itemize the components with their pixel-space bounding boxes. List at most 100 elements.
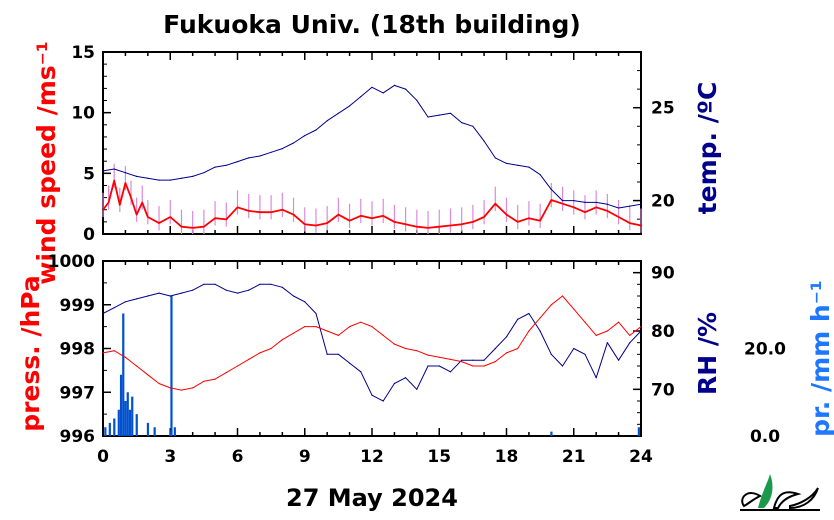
humidity-line-point: [528, 312, 530, 315]
wind-speed-line-point: [180, 226, 183, 228]
top-left-tick-label: 0: [83, 225, 95, 245]
pressure-line-point: [573, 308, 575, 310]
pressure-line-point: [584, 321, 586, 323]
precip-bar: [122, 313, 125, 436]
temperature-line-point: [539, 174, 541, 176]
pressure-line-point: [505, 352, 508, 354]
temperature-line-point: [192, 175, 194, 177]
wind-speed-line-point: [337, 214, 339, 216]
wind-speed-line-point: [517, 221, 519, 223]
temperature-line-point: [449, 112, 452, 114]
temperature-line-point: [259, 155, 261, 157]
pressure-line-point: [236, 365, 239, 367]
temperature-line-point: [236, 161, 239, 163]
pressure-line-point: [483, 365, 485, 367]
humidity-line-point: [349, 362, 351, 364]
bottom-right-tick-label: 70: [651, 380, 675, 400]
humidity-line-point: [618, 359, 620, 361]
top-left-tick-label: 10: [71, 104, 95, 124]
wind-speed-line-point: [136, 214, 138, 216]
humidity-line-point: [573, 347, 575, 350]
pressure-line-point: [393, 343, 395, 345]
temperature-line-point: [528, 166, 530, 168]
wind-speed-line-point: [449, 224, 452, 227]
temperature-line-point: [629, 205, 631, 207]
precip-tick-label: 0.0: [750, 427, 780, 447]
humidity-line-point: [483, 359, 485, 361]
humidity-line-point: [505, 336, 508, 338]
temperature-line-point: [214, 166, 216, 168]
humidity-line-point: [405, 377, 407, 379]
temperature-line-point: [382, 92, 384, 94]
temperature-line-point: [393, 84, 395, 86]
wind-speed-line-point: [270, 211, 272, 213]
humidity-line-point: [472, 359, 474, 361]
temperature-line-point: [427, 116, 429, 118]
humidity-line-point: [337, 353, 339, 355]
wind-speed-line-point: [438, 226, 440, 228]
temperature-line-point: [595, 201, 597, 203]
pressure-line-point: [528, 330, 530, 332]
pressure-line-point: [248, 358, 250, 360]
wind-speed-line-point: [528, 217, 530, 219]
precip-bar: [104, 427, 107, 436]
x-axis: 0 3 6 9 12 15 18 21 24: [97, 447, 653, 467]
top-left-tick-label: 15: [71, 43, 95, 63]
humidity-line-point: [192, 289, 194, 291]
humidity-line-point: [494, 347, 496, 350]
wind-speed-line-point: [326, 222, 328, 224]
pressure-line-point: [405, 347, 407, 350]
humidity-line-point: [136, 298, 138, 300]
humidity-line-point: [640, 330, 642, 332]
wind-speed-line-point: [550, 199, 552, 201]
humidity-line-point: [416, 388, 418, 390]
wind-speed-line-point: [259, 211, 261, 213]
wind-speed-line-point: [494, 203, 496, 205]
x-tick-label: 0: [97, 447, 109, 467]
temperature-line-point: [147, 177, 149, 179]
temperature-line-point: [203, 172, 205, 174]
humidity-line-point: [326, 353, 328, 355]
wind-speed-line-point: [108, 201, 110, 204]
pressure-line-point: [136, 365, 138, 367]
pressure-line-point: [595, 334, 597, 336]
humidity-line-point: [561, 365, 564, 367]
pressure-line-point: [349, 326, 351, 328]
temperature-line-point: [281, 148, 283, 150]
bottom-left-tick-label: 998: [60, 340, 96, 360]
humidity-line-point: [315, 312, 317, 315]
pressure-line-point: [214, 378, 216, 380]
humidity-line-point: [449, 371, 452, 373]
precip-bar: [108, 422, 111, 436]
x-tick-label: 12: [360, 447, 384, 467]
pressure-line-point: [371, 326, 373, 328]
x-tick-label: 24: [629, 447, 653, 467]
wind-speed-line-point: [382, 215, 384, 217]
x-tick-label: 15: [427, 447, 451, 467]
wind-speed-line-point: [539, 220, 541, 222]
humidity-line-point: [270, 283, 272, 285]
pressure-line-point: [438, 356, 440, 358]
wind-speed-line-point: [292, 214, 295, 216]
temperature-line-point: [573, 200, 575, 202]
precip-bar: [131, 396, 134, 436]
humidity-line-point: [393, 382, 395, 385]
humidity-line-point: [214, 283, 216, 285]
humidity-line-point: [539, 330, 541, 332]
temperature-line-point: [102, 170, 104, 172]
humidity-line-point: [248, 289, 250, 291]
pressure-line-point: [315, 326, 317, 328]
wind-speed-line-point: [158, 222, 160, 224]
wind-speed-line-point: [472, 221, 474, 223]
bottom-right-tick-label: 80: [651, 322, 675, 342]
wind-speed-line-point: [405, 223, 407, 225]
wind-speed-line-point: [584, 211, 586, 213]
pressure-line-point: [461, 361, 463, 363]
top-right-tick-label: 20: [651, 192, 675, 212]
wind-speed-line-point: [640, 224, 642, 227]
top-right-tick-label: 25: [651, 99, 675, 119]
humidity-line-point: [550, 353, 552, 355]
pressure-line-point: [113, 350, 115, 352]
pressure-line-point: [281, 339, 283, 341]
